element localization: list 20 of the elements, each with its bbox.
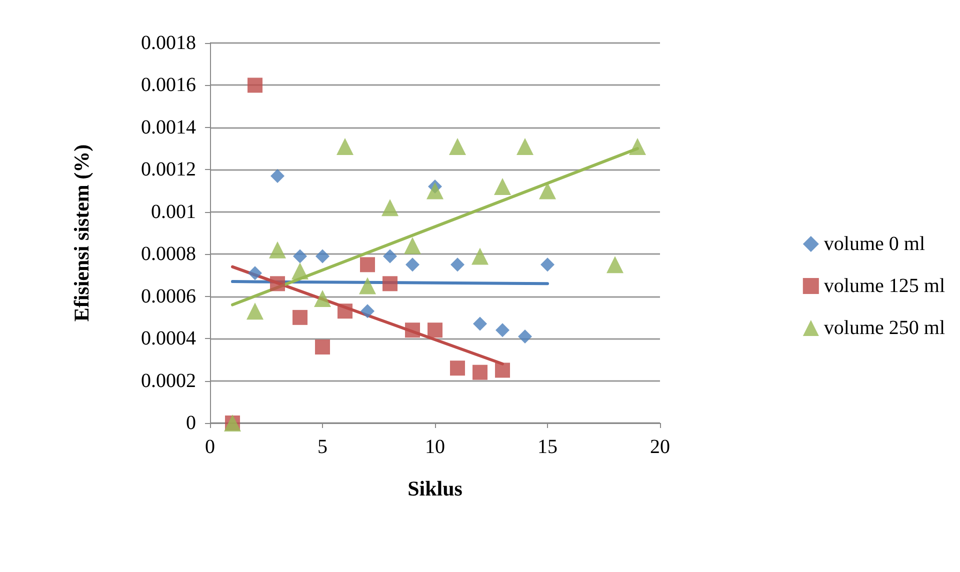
y-tick-label: 0.0018 [141,32,196,54]
y-tick-label: 0 [186,412,196,434]
y-tick-label: 0.0002 [141,370,196,392]
y-axis-title: Efisiensi sistem (%) [70,144,94,322]
x-tick-label: 20 [650,436,670,458]
legend-label: volume 125 ml [824,275,946,297]
x-tick-label: 5 [318,436,328,458]
y-tick-label: 0.0004 [141,328,196,350]
y-tick-label: 0.001 [151,200,196,223]
x-tick-label: 0 [205,436,215,458]
y-tick-label: 0.0014 [141,116,196,138]
x-tick-label: 10 [425,436,445,458]
y-tick-label: 0.0008 [141,243,196,266]
y-tick-label: 0.0016 [141,74,196,96]
x-tick-label: 15 [538,436,558,458]
y-tick-label: 0.0006 [141,285,196,308]
y-tick-label: 0.0012 [141,158,196,181]
x-axis-title: Siklus [408,476,462,500]
legend-label: volume 0 ml [824,233,926,255]
legend-label: volume 250 ml [824,317,946,339]
